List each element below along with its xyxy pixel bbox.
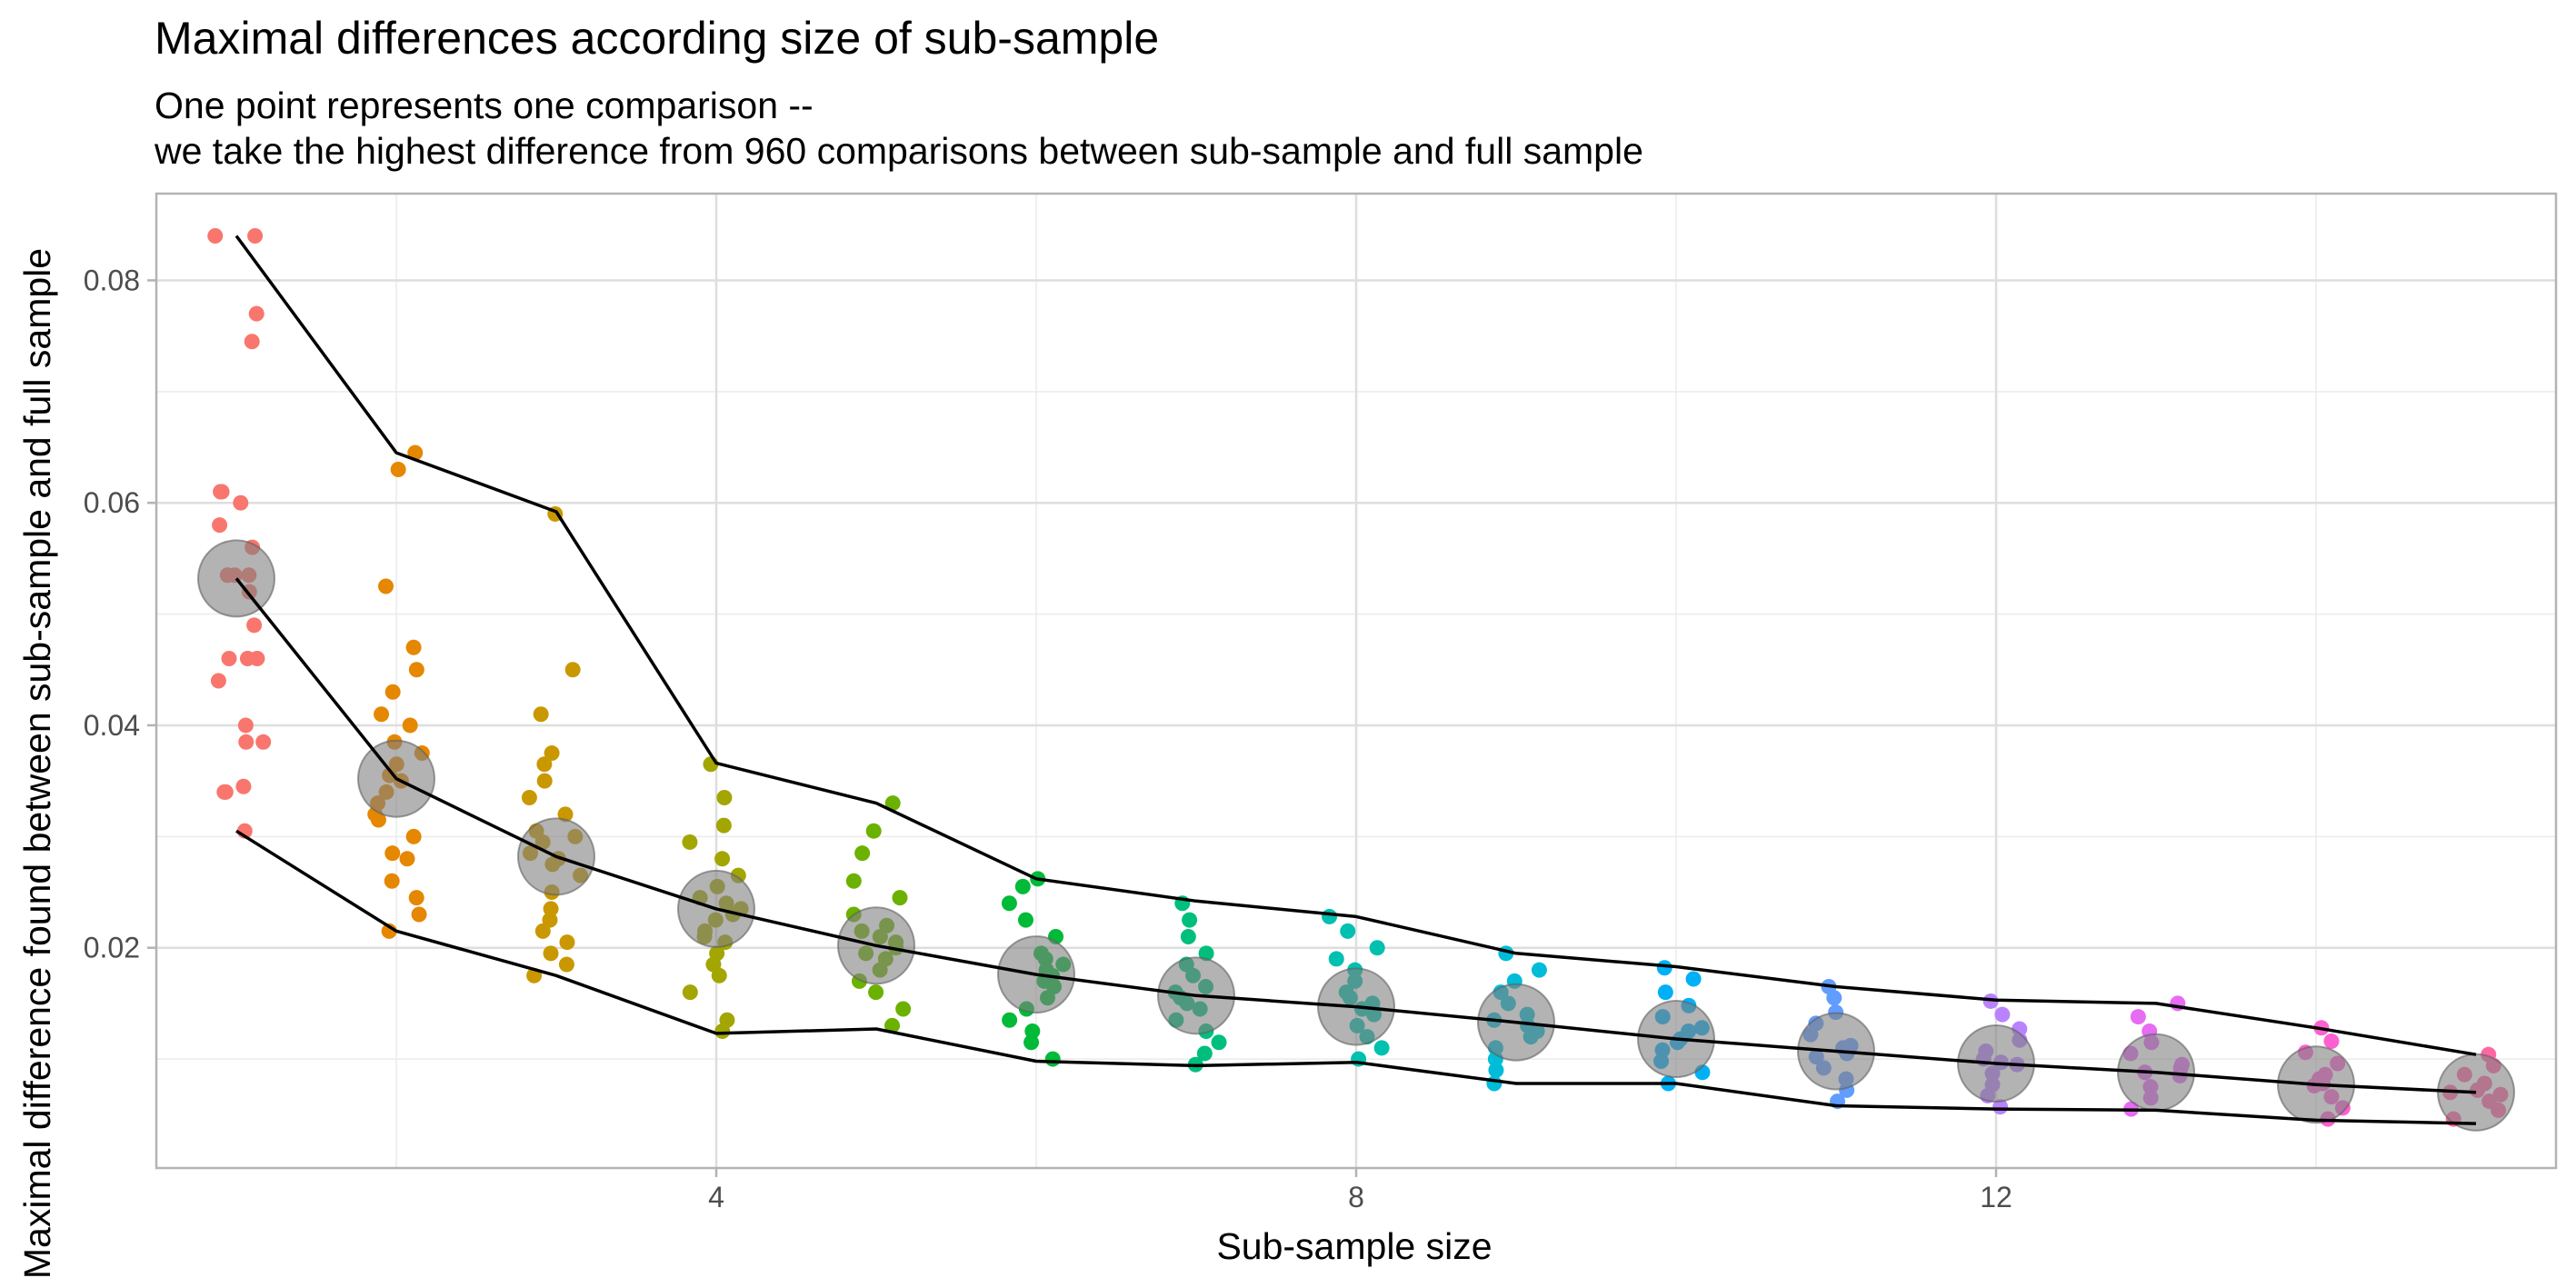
data-point xyxy=(544,745,560,762)
data-point xyxy=(246,617,263,634)
data-point xyxy=(1044,1051,1061,1067)
data-point xyxy=(1322,908,1338,924)
data-point xyxy=(1992,1099,2009,1115)
data-point xyxy=(237,717,254,734)
data-point xyxy=(543,901,559,917)
data-point xyxy=(244,334,260,350)
data-point xyxy=(865,823,882,839)
data-point xyxy=(384,684,401,700)
data-point xyxy=(1685,971,1702,987)
data-point xyxy=(558,956,574,973)
data-point xyxy=(210,673,226,689)
data-point xyxy=(543,945,559,962)
mean-line xyxy=(235,577,2477,1094)
data-point xyxy=(238,734,255,750)
data-point xyxy=(1657,984,1673,1001)
data-point xyxy=(255,734,272,750)
data-point xyxy=(534,923,551,939)
data-point xyxy=(542,912,558,928)
data-point xyxy=(1211,1034,1227,1051)
data-point xyxy=(235,778,252,794)
data-point xyxy=(216,784,233,800)
data-point xyxy=(1531,962,1547,978)
data-point xyxy=(1023,1034,1040,1051)
x-axis-title: Sub-sample size xyxy=(1216,1225,1492,1267)
data-point xyxy=(384,873,400,889)
data-point xyxy=(247,228,264,245)
data-point xyxy=(1488,1062,1504,1078)
y-axis-title: Maximal difference found between sub-sam… xyxy=(16,248,58,1279)
x-tick-label: 12 xyxy=(1980,1181,2012,1213)
chart-title: Maximal differences according size of su… xyxy=(155,13,1159,64)
data-point xyxy=(682,834,698,850)
data-point xyxy=(719,1012,735,1028)
data-point xyxy=(207,228,224,245)
data-point xyxy=(2130,1009,2146,1025)
plot-panel: 4 8 12 0.02 0.04 0.06 0.08 xyxy=(84,192,2558,1213)
data-point xyxy=(374,706,390,723)
data-point xyxy=(1369,940,1385,956)
y-tick-label: 0.04 xyxy=(84,709,140,742)
y-tick-label: 0.06 xyxy=(84,486,140,519)
data-point xyxy=(248,305,265,322)
data-point xyxy=(1182,912,1198,928)
data-point xyxy=(390,461,406,477)
data-point xyxy=(1656,960,1672,976)
data-point xyxy=(709,945,725,962)
data-point xyxy=(1486,1075,1503,1092)
data-point xyxy=(384,845,401,862)
data-point xyxy=(212,517,228,534)
data-point xyxy=(1024,1023,1041,1039)
data-point xyxy=(405,828,422,844)
data-point xyxy=(405,639,422,655)
data-point xyxy=(213,484,229,500)
x-tick-label: 4 xyxy=(708,1181,724,1213)
data-point xyxy=(378,578,394,594)
data-point xyxy=(716,789,733,805)
data-point xyxy=(1994,1006,2011,1023)
data-point xyxy=(1373,1040,1390,1056)
data-point xyxy=(408,662,424,678)
data-point xyxy=(233,494,249,511)
data-point xyxy=(884,1017,901,1033)
max-line xyxy=(235,235,2477,1056)
data-point xyxy=(1196,1045,1213,1062)
data-point xyxy=(1002,1012,1018,1028)
data-point xyxy=(564,662,581,678)
data-point xyxy=(884,795,901,812)
data-point xyxy=(854,845,871,862)
data-point xyxy=(533,706,549,723)
data-point xyxy=(892,890,908,906)
data-point xyxy=(559,934,575,951)
data-point xyxy=(845,873,862,889)
data-point xyxy=(868,984,884,1001)
y-tick-label: 0.08 xyxy=(84,264,140,296)
x-tick-label: 8 xyxy=(1348,1181,1364,1213)
data-point xyxy=(536,773,553,789)
data-point xyxy=(1328,951,1344,967)
data-point xyxy=(682,984,698,1001)
data-point xyxy=(895,1001,912,1017)
y-tick-label: 0.02 xyxy=(84,932,140,964)
data-point xyxy=(411,906,427,923)
data-point xyxy=(1014,878,1031,894)
data-point xyxy=(1001,895,1017,912)
data-point xyxy=(715,817,732,834)
data-point xyxy=(221,651,237,667)
data-point xyxy=(521,789,537,805)
data-point xyxy=(399,851,415,867)
data-point xyxy=(402,717,418,734)
data-point xyxy=(536,756,553,773)
data-point xyxy=(714,851,731,867)
data-point xyxy=(2323,1033,2340,1049)
chart-subtitle-line-1: One point represents one comparison -- xyxy=(155,85,814,126)
data-point xyxy=(239,651,255,667)
data-point xyxy=(1340,923,1356,939)
data-point xyxy=(1017,912,1033,928)
min-line xyxy=(235,829,2477,1125)
data-point xyxy=(1180,928,1196,944)
data-point xyxy=(408,890,424,906)
chart-subtitle-line-2: we take the highest difference from 960 … xyxy=(154,130,1643,172)
